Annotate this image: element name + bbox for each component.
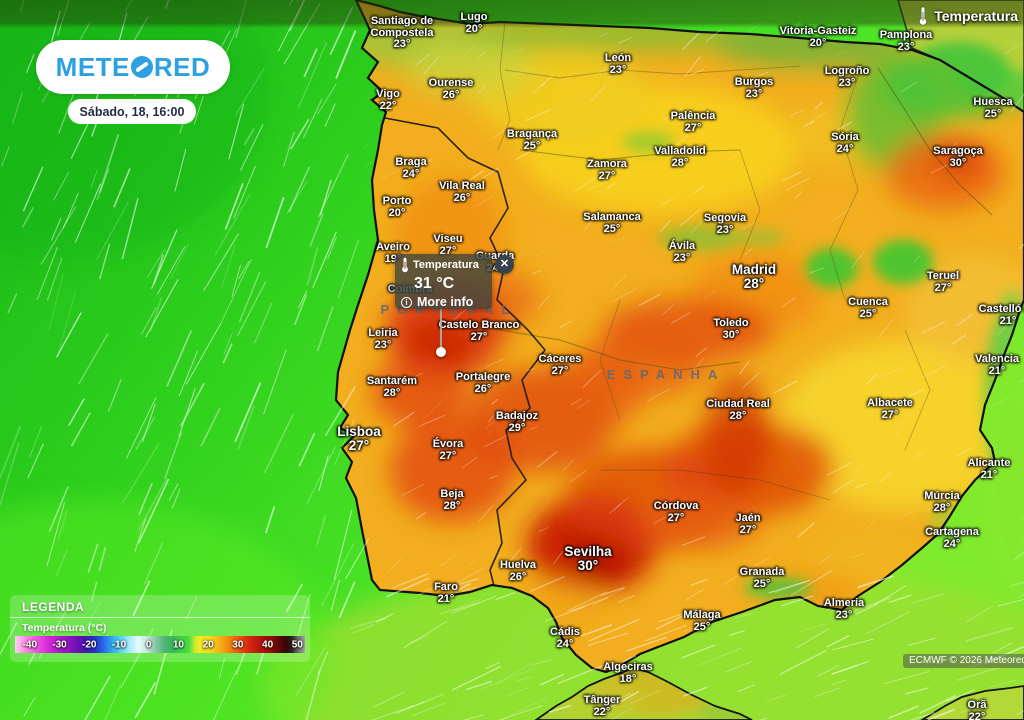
more-info-link[interactable]: i More info <box>401 295 486 309</box>
meteored-logo: METE RED <box>36 40 230 94</box>
legend-tick: -30 <box>52 639 67 650</box>
legend-tick: 20 <box>202 639 214 650</box>
legend-tick: -10 <box>111 639 127 650</box>
tooltip-thermometer-icon <box>402 257 408 273</box>
tooltip-title: Temperatura <box>413 259 479 271</box>
tooltip-close-button[interactable]: ✕ <box>495 255 514 274</box>
legend-tick: -20 <box>82 639 97 650</box>
tooltip-leader-line <box>440 309 442 349</box>
legend-color-scale: -40 -30 -20 -10 0 10 20 30 40 50 <box>15 636 305 653</box>
thermometer-icon <box>919 6 928 26</box>
legend-divider <box>10 617 310 618</box>
legend-tick: 0 <box>145 639 152 650</box>
legend-tick: 30 <box>232 639 244 650</box>
logo-o-icon <box>130 56 153 78</box>
legend-scale-label: Temperatura (°C) <box>22 622 107 634</box>
legend-tick: 40 <box>262 639 274 650</box>
info-icon: i <box>401 296 412 308</box>
layer-selector-label: Temperatura <box>934 8 1018 24</box>
map-marker-dot[interactable] <box>436 347 446 357</box>
attribution-badge: ECMWF © 2026 Meteored <box>903 654 1024 668</box>
legend-panel: LEGENDA Temperatura (°C) -40 -30 -20 -10 0 10… <box>10 595 310 662</box>
datetime-badge: Sábado, 18, 16:00 <box>68 99 196 124</box>
map-tooltip: Temperatura 31 °C i More info <box>395 254 492 309</box>
map-top-shade <box>0 0 1024 28</box>
tooltip-temperature-value: 31 °C <box>414 275 455 292</box>
layer-selector[interactable]: Temperatura <box>918 6 1018 26</box>
legend-tick: 50 <box>291 639 303 650</box>
legend-title: LEGENDA <box>22 600 85 614</box>
legend-tick: -40 <box>22 639 38 650</box>
legend-tick: 10 <box>172 639 184 650</box>
meteored-logo-text: METE RED <box>55 51 211 82</box>
